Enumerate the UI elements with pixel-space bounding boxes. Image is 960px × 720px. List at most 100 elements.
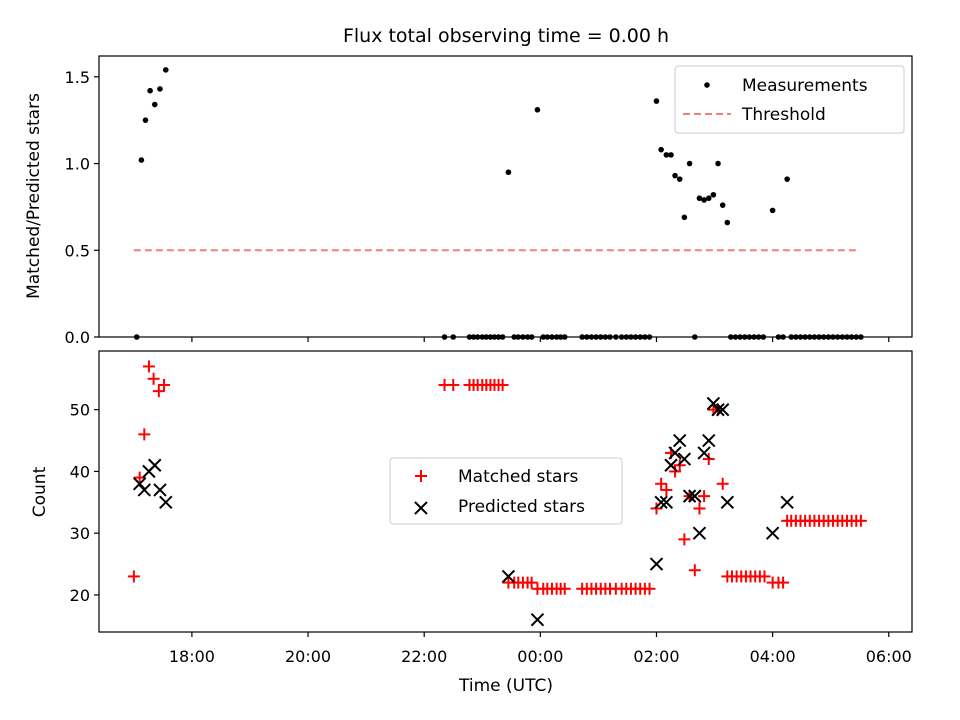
predicted-star-point	[720, 495, 735, 510]
measurement-point	[696, 195, 703, 202]
measurement-point	[681, 214, 688, 221]
measurement-point	[825, 334, 832, 340]
measurement-point	[162, 67, 169, 73]
x-tick-label: 04:00	[750, 647, 796, 666]
predicted-star-point	[673, 433, 687, 448]
legend-predicted-label: Predicted stars	[458, 497, 585, 517]
y-tick-label: 1.0	[65, 155, 90, 174]
measurement-point	[466, 334, 473, 340]
measurement-point	[646, 334, 653, 340]
measurement-point	[816, 334, 822, 340]
measurement-point	[441, 334, 448, 340]
measurement-point	[544, 334, 551, 340]
x-tick-label: 22:00	[401, 647, 447, 666]
top-panel: 0.0 0.5 1.0 1.5 Matched/Predicted stars Mea…	[24, 55, 913, 347]
matched-star-point	[142, 360, 155, 373]
predicted-star-point	[765, 526, 780, 540]
measurement-point	[133, 334, 140, 340]
measurement-point	[479, 334, 486, 340]
measurement-point	[820, 334, 827, 340]
measurement-point	[450, 334, 457, 340]
bottom-y-axis: 20 30 40 50	[70, 401, 99, 605]
measurement-point	[663, 152, 670, 158]
matched-star-point	[147, 372, 160, 385]
measurement-point	[642, 334, 648, 340]
measurement-point	[584, 334, 590, 340]
measurement-point	[147, 87, 153, 94]
predicted-star-point	[780, 495, 794, 510]
predicted-star-point	[659, 495, 674, 510]
matched-star-point	[152, 385, 165, 398]
measurement-point	[701, 197, 707, 203]
y-tick-label: 0.0	[65, 328, 90, 347]
y-tick-label: 20	[70, 586, 90, 605]
measurement-point	[623, 334, 630, 340]
measurement-point	[653, 98, 660, 104]
measurement-point	[668, 152, 674, 158]
y-tick-label: 0.5	[65, 241, 90, 260]
predicted-star-point	[715, 402, 730, 417]
predicted-star-point	[654, 495, 668, 510]
matched-star-point	[660, 483, 673, 496]
measurement-point	[534, 106, 541, 113]
measurement-point	[728, 334, 734, 340]
predicted-star-point	[692, 526, 707, 540]
bottom-x-axis: 18:00 20:00 22:00 00:00 02:00 04:00 06:00	[169, 632, 912, 666]
measurement-point	[593, 334, 599, 340]
matched-star-point	[127, 570, 140, 583]
predicted-star-point	[668, 446, 682, 460]
measurement-point	[474, 334, 481, 340]
predicted-star-point	[159, 495, 173, 510]
measurement-point	[746, 334, 753, 340]
measurement-point	[157, 86, 163, 92]
measurement-point	[515, 334, 522, 340]
measurement-point	[715, 160, 721, 167]
matched-star-point	[669, 465, 682, 478]
x-tick-label: 00:00	[517, 647, 563, 666]
measurement-point	[553, 334, 560, 340]
bottom-plot-area	[127, 360, 867, 627]
bottom-legend-box	[389, 457, 623, 525]
measurement-point	[839, 334, 846, 340]
predicted-star-point	[137, 483, 152, 497]
matched-star-point	[854, 514, 867, 527]
measurement-point	[705, 195, 712, 202]
measurement-point	[858, 334, 864, 340]
measurement-point	[637, 334, 644, 340]
top-panel-frame	[98, 55, 913, 338]
measurement-point	[692, 334, 698, 340]
measurement-point	[138, 157, 145, 163]
matched-star-point	[716, 477, 729, 490]
predicted-star-point	[501, 569, 516, 584]
measurement-point	[579, 334, 585, 340]
x-tick-label: 06:00	[866, 647, 912, 666]
top-x-axis	[191, 337, 890, 342]
measurement-point	[483, 334, 490, 340]
measurement-point	[607, 334, 613, 340]
measurement-point	[797, 334, 804, 340]
matched-star-point	[655, 477, 668, 490]
matched-star-point	[758, 570, 771, 583]
measurement-point	[487, 334, 494, 340]
predicted-star-point	[688, 489, 702, 503]
top-legend-box	[674, 65, 905, 134]
matched-star-point	[447, 378, 460, 391]
legend-predicted-marker	[414, 501, 428, 515]
top-plot-area	[133, 67, 864, 340]
measurement-point	[495, 334, 502, 340]
measurement-point	[618, 334, 625, 340]
measurement-point	[811, 334, 818, 340]
x-tick-label: 02:00	[633, 647, 679, 666]
measurement-point	[613, 334, 619, 340]
measurement-point	[632, 334, 639, 340]
measurement-point	[853, 334, 860, 340]
measurement-point	[672, 172, 678, 179]
matched-star-point	[702, 453, 715, 466]
measurement-point	[528, 334, 535, 340]
measurement-point	[602, 334, 609, 340]
measurement-point	[588, 334, 595, 340]
predicted-star-point	[148, 458, 162, 472]
predicted-star-point	[697, 446, 711, 460]
measurement-point	[780, 334, 786, 340]
